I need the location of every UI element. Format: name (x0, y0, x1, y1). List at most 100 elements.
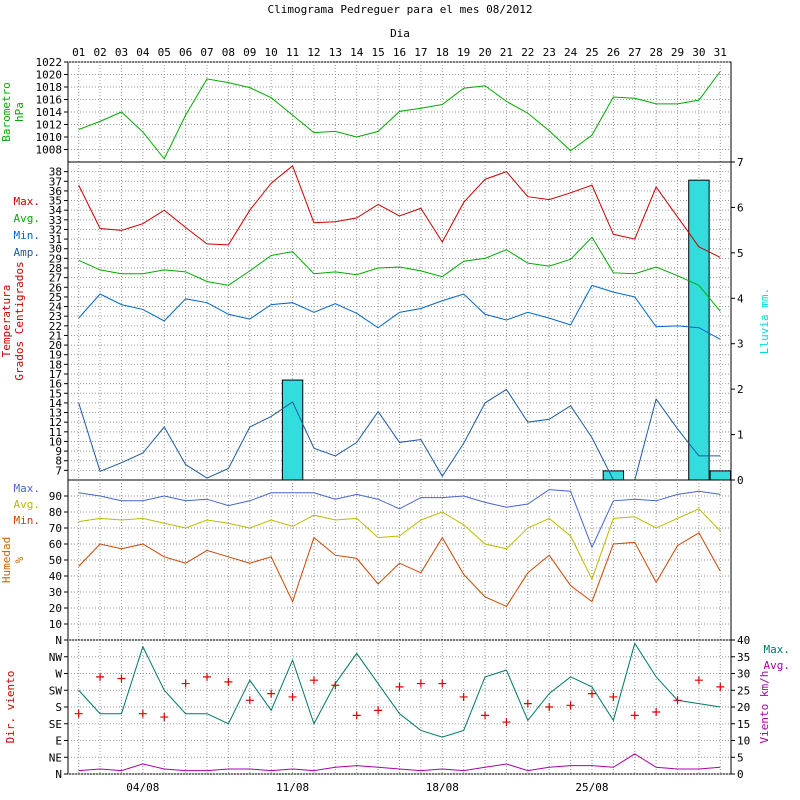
y-tick-label: 70 (49, 522, 62, 535)
day-tick-label: 17 (414, 46, 427, 59)
series-line-barometro-value (78, 71, 721, 160)
wind-direction-marker (609, 692, 618, 701)
week-labels: 04/08 11/08 18/08 25/08 (126, 781, 608, 794)
y-tick-label: 35 (49, 195, 62, 208)
series-line-wind-avg (78, 753, 721, 772)
week-label: 25/08 (575, 781, 608, 794)
day-tick-label: 09 (243, 46, 256, 59)
legend-label: Avg. (14, 498, 41, 511)
y-tick-label: 1018 (36, 81, 63, 94)
y2-tick-label: 5 (737, 751, 744, 764)
y-tick-label: 32 (49, 223, 62, 236)
day-tick-label: 24 (564, 46, 578, 59)
y-tick-label: 1022 (36, 56, 63, 69)
y-tick-label: 15 (49, 387, 62, 400)
y2-tick-label: 2 (737, 383, 744, 396)
day-tick-label: 29 (671, 46, 684, 59)
day-tick-label: 01 (72, 46, 85, 59)
wind-direction-marker (630, 711, 639, 720)
wind-direction-marker (523, 699, 532, 708)
wind-direction-marker (74, 709, 83, 718)
day-tick-label: 12 (307, 46, 320, 59)
y2-tick-label: 15 (737, 718, 750, 731)
legend-label: Max. (14, 482, 41, 495)
series-line-temperatura-avg (78, 236, 721, 312)
y-tick-label: 25 (49, 291, 62, 304)
y-tick-label: 30 (49, 586, 62, 599)
y-axis-label: Temperatura (0, 285, 13, 358)
wind-direction-marker (587, 689, 596, 698)
y-tick-label: 18 (49, 358, 62, 371)
y-tick-label: 11 (49, 426, 62, 439)
wind-direction-marker (716, 682, 725, 691)
legend-label: Max. (764, 643, 791, 656)
day-tick-label: 31 (714, 46, 727, 59)
series-line-wind-max (78, 642, 721, 738)
y-tick-label: 27 (49, 272, 62, 285)
wind-direction-marker (181, 679, 190, 688)
day-tick-label: 27 (628, 46, 641, 59)
y2-tick-label: 1 (737, 429, 744, 442)
day-tick-label: 04 (136, 46, 150, 59)
day-tick-label: 10 (265, 46, 278, 59)
legend-label: Max. (14, 195, 41, 208)
y-tick-label: 33 (49, 214, 62, 227)
y-tick-label: 20 (49, 339, 62, 352)
y-tick-label: N (55, 634, 62, 647)
y-axis-label: Dir. viento (4, 671, 17, 744)
y-axis-label: Grados Centigrados (13, 261, 26, 380)
series-line-humedad-avg (78, 508, 721, 581)
day-tick-label: 14 (350, 46, 364, 59)
panels: 10081010101210141016101810201022Barometr… (0, 56, 790, 781)
wind-direction-marker (352, 711, 361, 720)
wind-direction-marker (694, 676, 703, 685)
wind-direction-marker (652, 708, 661, 717)
y-tick-label: 80 (49, 506, 62, 519)
y-tick-label: 8 (55, 455, 62, 468)
wind-direction-marker (245, 696, 254, 705)
y-tick-label: 13 (49, 407, 62, 420)
y-tick-label: 24 (49, 301, 63, 314)
panel-viento: N NE E SE S SW W NW N 0 5 10 15 20 25 30 35 40 Viento km/h… (4, 634, 790, 781)
wind-direction-marker (459, 692, 468, 701)
series-line-humedad-max (78, 489, 721, 549)
y-tick-label: S (55, 701, 62, 714)
y-tick-label: W (55, 668, 62, 681)
day-tick-label: 19 (457, 46, 470, 59)
y-tick-label: 28 (49, 262, 62, 275)
wind-direction-marker (673, 696, 682, 705)
y-tick-label: 1012 (36, 119, 63, 132)
y-axis-label: % (13, 556, 26, 563)
y-tick-label: 10 (49, 618, 62, 631)
wind-direction-marker (331, 681, 340, 690)
day-tick-label: 15 (371, 46, 384, 59)
y-tick-label: NE (49, 751, 62, 764)
y-tick-label: 14 (49, 397, 63, 410)
y-tick-label: NW (49, 651, 63, 664)
y2-tick-label: 0 (737, 474, 744, 487)
y2-tick-label: 3 (737, 338, 744, 351)
wind-direction-marker (224, 677, 233, 686)
y2-tick-label: 6 (737, 201, 744, 214)
day-tick-labels: 01 02 03 04 05 06 07 08 09 10 11 12 13 14 15 16 17 18 19 20… (72, 46, 727, 59)
day-tick-label: 30 (692, 46, 705, 59)
y-tick-label: 26 (49, 281, 62, 294)
day-tick-label: 03 (115, 46, 128, 59)
legend-label: Min. (14, 514, 41, 527)
y-tick-label: 1010 (36, 131, 63, 144)
y-axis-label: hPa (13, 102, 26, 122)
y-tick-label: 37 (49, 175, 62, 188)
wind-direction-marker (267, 689, 276, 698)
y-tick-label: 31 (49, 233, 62, 246)
y2-tick-label: 25 (737, 684, 750, 697)
wind-direction-marker (481, 711, 490, 720)
series-line-temperatura-max (78, 165, 721, 258)
week-label: 04/08 (126, 781, 159, 794)
day-tick-label: 16 (393, 46, 406, 59)
y2-tick-label: 35 (737, 651, 750, 664)
week-label: 11/08 (276, 781, 309, 794)
day-tick-label: 13 (329, 46, 342, 59)
y-tick-label: 19 (49, 349, 62, 362)
y2-tick-label: 30 (737, 668, 750, 681)
